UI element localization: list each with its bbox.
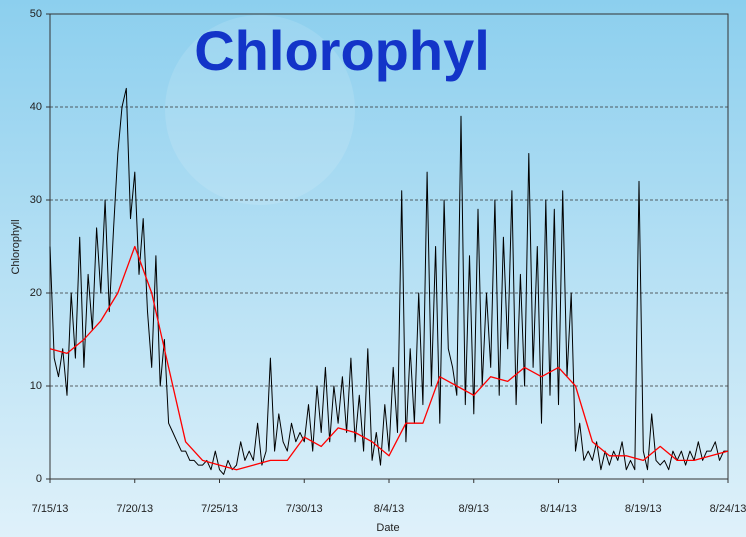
x-tick-label: 7/15/13 (32, 503, 69, 515)
x-tick-label: 8/19/13 (625, 503, 662, 515)
x-axis-label: Date (376, 522, 399, 534)
y-axis-label: Chlorophyll (10, 219, 22, 274)
x-tick-label: 8/4/13 (374, 503, 405, 515)
x-tick-label: 7/25/13 (201, 503, 238, 515)
y-tick-label: 20 (30, 287, 42, 299)
watermark (165, 15, 355, 205)
x-tick-label: 8/24/13 (710, 503, 746, 515)
y-tick-label: 10 (30, 380, 42, 392)
x-tick-label: 7/30/13 (286, 503, 323, 515)
x-tick-label: 8/14/13 (540, 503, 577, 515)
x-tick-label: 7/20/13 (116, 503, 153, 515)
chart-title: Chlorophyl (194, 19, 490, 82)
data-line (49, 245, 729, 471)
data-line (49, 87, 728, 475)
y-tick-label: 30 (30, 194, 42, 206)
y-tick-label: 40 (30, 101, 42, 113)
y-tick-label: 0 (36, 473, 42, 485)
y-tick-label: 50 (30, 8, 42, 20)
x-tick-label: 8/9/13 (458, 503, 489, 515)
